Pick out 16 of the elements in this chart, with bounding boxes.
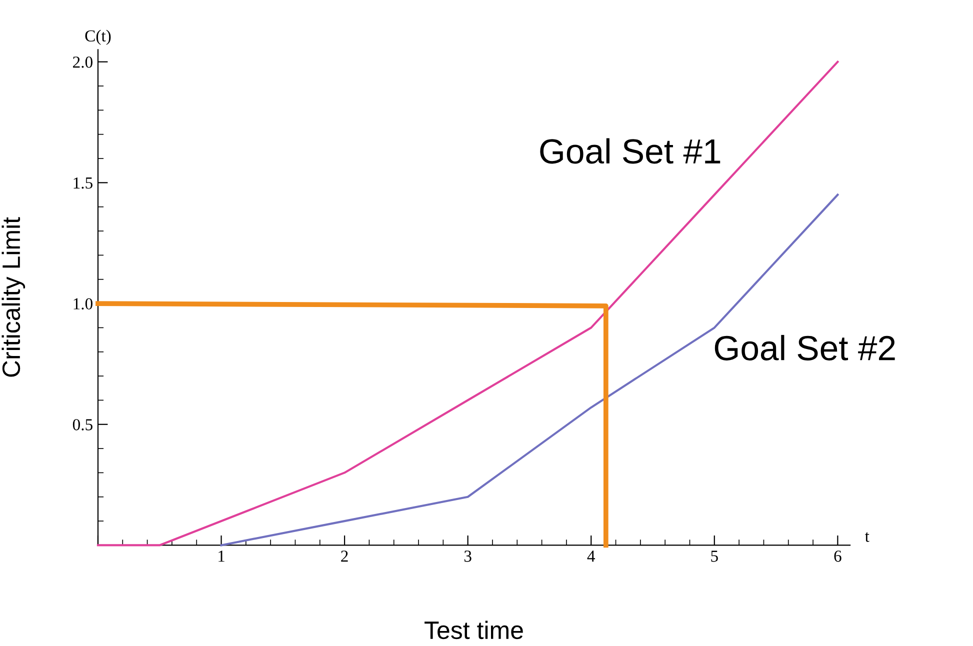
y-tick-label: 2.0 [73, 56, 92, 68]
y-tick-label: 0.5 [72, 419, 92, 430]
x-tick-label: 4 [587, 550, 596, 562]
x-tick-label: 5 [711, 550, 718, 562]
series-label: Goal Set #1 [540, 138, 720, 164]
y-tick-label: 1.0 [74, 298, 92, 310]
text: t [864, 532, 870, 542]
x-tick-label: 1 [218, 550, 224, 562]
text: C(t) [85, 30, 111, 45]
x-tick-label: 6 [834, 550, 842, 562]
x-axis-title: Test time [424, 620, 523, 640]
x-tick-label: 2 [341, 550, 348, 562]
y-tick-label: 1.5 [74, 177, 92, 189]
y-axis-title: Criticality Limit [2, 217, 26, 377]
x-tick-label: 3 [464, 550, 472, 562]
series-label: Goal Set #2 [714, 334, 895, 360]
